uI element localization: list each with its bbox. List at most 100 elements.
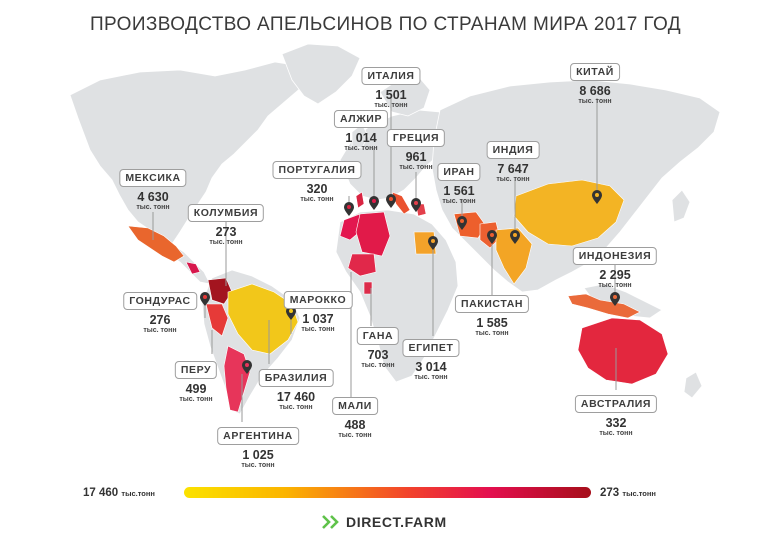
callout-indonesia: ИНДОНЕЗИЯ 2 295 тыс. тонн (572, 246, 658, 290)
unit-label: тыс. тонн (209, 239, 243, 246)
country-name: МАЛИ (332, 397, 378, 415)
unit-label: тыс. тонн (399, 164, 433, 171)
country-name: ГОНДУРАС (123, 292, 197, 310)
callout-india: ИНДИЯ 7 647 тыс. тонн (486, 140, 540, 184)
region-india (495, 227, 533, 285)
country-value: 332 (605, 416, 627, 430)
country-value: 8 686 (579, 84, 611, 98)
country-value: 499 (185, 382, 207, 396)
callout-china: КИТАЙ 8 686 тыс. тонн (570, 62, 620, 106)
region-honduras (185, 261, 201, 275)
unit-label: тыс. тонн (301, 326, 335, 333)
callout-australia: АВСТРАЛИЯ 332 тыс. тонн (574, 394, 658, 438)
country-value: 703 (367, 348, 389, 362)
legend-gradient-bar (184, 487, 591, 498)
legend-unit: тыс.тонн (622, 489, 656, 498)
region-peru (205, 303, 229, 337)
legend-max-value: 17 460 (83, 487, 119, 499)
callout-mali: МАЛИ 488 тыс. тонн (332, 396, 378, 440)
region-mali (347, 253, 377, 277)
pin-icon (242, 360, 252, 374)
country-value: 320 (306, 182, 328, 196)
country-value: 1 025 (242, 448, 274, 462)
brand-name: DIRECT.FARM (346, 514, 447, 530)
country-name: ПАКИСТАН (454, 295, 530, 313)
region-australia (577, 317, 669, 385)
pin-icon (386, 194, 396, 208)
callout-ghana: ГАНА 703 тыс. тонн (356, 326, 400, 370)
unit-label: тыс. тонн (136, 204, 170, 211)
pin-icon (411, 198, 421, 212)
callout-iran: ИРАН 1 561 тыс. тонн (437, 162, 481, 206)
unit-label: тыс. тонн (241, 462, 275, 469)
unit-label: тыс. тонн (338, 432, 372, 439)
legend-min: 273 тыс.тонн (600, 487, 656, 499)
pin-icon (487, 230, 497, 244)
unit-label: тыс. тонн (578, 98, 612, 105)
location-pins (200, 190, 620, 374)
unit-label: тыс. тонн (496, 176, 530, 183)
unit-label: тыс. тонн (179, 396, 213, 403)
callout-egypt: ЕГИПЕТ 3 014 тыс. тонн (402, 338, 460, 382)
region-mexico (127, 225, 185, 263)
unit-label: тыс. тонн (279, 404, 313, 411)
callout-colombia: КОЛУМБИЯ 273 тыс. тонн (187, 203, 265, 247)
chevron-logo-icon (322, 515, 339, 529)
unit-label: тыс. тонн (374, 102, 408, 109)
country-name: ЕГИПЕТ (402, 339, 460, 357)
country-name: ИНДОНЕЗИЯ (572, 247, 658, 265)
pin-icon (510, 230, 520, 244)
country-name: КОЛУМБИЯ (187, 204, 265, 222)
callout-greece: ГРЕЦИЯ 961 тыс. тонн (386, 128, 446, 172)
country-value: 3 014 (415, 360, 447, 374)
land-new-zealand (683, 371, 703, 399)
callout-argentina: АРГЕНТИНА 1 025 тыс. тонн (217, 426, 299, 470)
country-value: 4 630 (137, 190, 169, 204)
unit-label: тыс. тонн (442, 198, 476, 205)
map-title: ПРОИЗВОДСТВО АПЕЛЬСИНОВ ПО СТРАНАМ МИРА … (89, 14, 682, 35)
unit-label: тыс. тонн (143, 327, 177, 334)
unit-label: тыс. тонн (414, 374, 448, 381)
callout-mexico: МЕКСИКА 4 630 тыс. тонн (119, 168, 187, 212)
callout-algeria: АЛЖИР 1 014 тыс. тонн (333, 109, 389, 153)
unit-label: тыс. тонн (300, 196, 334, 203)
country-name: БРАЗИЛИЯ (258, 369, 334, 387)
legend-max: 17 460 тыс.тонн (83, 487, 155, 499)
country-name: КИТАЙ (570, 63, 620, 81)
country-name: ПЕРУ (174, 361, 218, 379)
country-value: 1 561 (443, 184, 475, 198)
country-value: 2 295 (599, 268, 631, 282)
country-value: 1 037 (302, 312, 334, 326)
legend-min-value: 273 (600, 487, 620, 499)
pin-icon (457, 216, 467, 230)
legend-unit: тыс.тонн (121, 489, 155, 498)
country-value: 17 460 (276, 390, 316, 404)
callout-peru: ПЕРУ 499 тыс. тонн (174, 360, 218, 404)
country-name: АВСТРАЛИЯ (574, 395, 658, 413)
country-value: 276 (149, 313, 171, 327)
land-greenland (281, 43, 361, 105)
callout-brazil: БРАЗИЛИЯ 17 460 тыс. тонн (258, 368, 334, 412)
pin-icon (286, 306, 296, 320)
region-algeria (355, 211, 391, 257)
country-name: МАРОККО (283, 291, 353, 309)
callout-italy: ИТАЛИЯ 1 501 тыс. тонн (361, 66, 421, 110)
unit-label: тыс. тонн (344, 145, 378, 152)
country-name: ИНДИЯ (486, 141, 540, 159)
country-name: МЕКСИКА (119, 169, 187, 187)
callout-pakistan: ПАКИСТАН 1 585 тыс. тонн (454, 294, 530, 338)
country-value: 1 585 (476, 316, 508, 330)
country-name: АРГЕНТИНА (217, 427, 299, 445)
pin-icon (592, 190, 602, 204)
country-value: 961 (405, 150, 427, 164)
pin-icon (369, 196, 379, 210)
country-value: 7 647 (497, 162, 529, 176)
callout-honduras: ГОНДУРАС 276 тыс. тонн (123, 291, 197, 335)
callout-morocco: МАРОККО 1 037 тыс. тонн (283, 290, 353, 334)
pin-icon (344, 202, 354, 216)
country-value: 1 014 (345, 131, 377, 145)
region-brazil (227, 283, 299, 355)
country-name: ИТАЛИЯ (361, 67, 421, 85)
producer-countries (127, 179, 669, 413)
